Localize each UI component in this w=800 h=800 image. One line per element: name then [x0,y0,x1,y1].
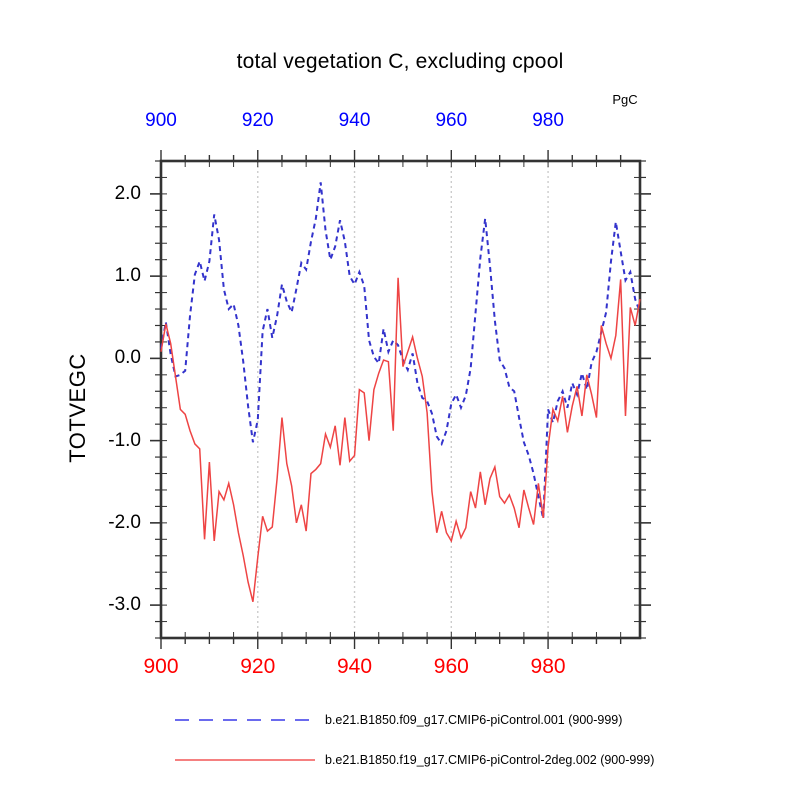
top-tick-label-920: 920 [241,110,274,131]
top-tick-label-980: 980 [532,110,564,131]
legend-label: b.e21.B1850.f19_g17.CMIP6-piControl-2deg… [325,753,655,767]
top-tick-label-940: 940 [338,110,371,131]
bottom-tick-label-980: 980 [530,655,566,678]
y-tick-label-0: 0.0 [114,347,141,369]
legend-line-sample-solid [175,759,315,761]
y-tick-label-1: 1.0 [114,265,141,287]
legend-item-picontrol-2deg-002: b.e21.B1850.f19_g17.CMIP6-piControl-2deg… [175,750,775,770]
page-title: total vegetation C, excluding cpool [236,50,564,73]
legend-label: b.e21.B1850.f09_g17.CMIP6-piControl.001 … [325,713,623,727]
bottom-tick-label-920: 920 [240,655,276,678]
y-tick-label--1: -1.0 [108,429,141,451]
top-tick-label-900: 900 [145,110,177,131]
bottom-tick-label-960: 960 [433,655,469,678]
units-label: PgC [612,92,638,107]
legend-item-picontrol-001: b.e21.B1850.f09_g17.CMIP6-piControl.001 … [175,710,775,730]
top-tick-label-960: 960 [435,110,468,131]
y-tick-label-2: 2.0 [114,182,141,204]
y-tick-label--3: -3.0 [108,594,141,616]
legend-line-sample-dashed [175,719,315,721]
y-tick-label--2: -2.0 [108,511,141,533]
bottom-tick-label-900: 900 [143,655,179,678]
bottom-tick-label-940: 940 [337,655,373,678]
